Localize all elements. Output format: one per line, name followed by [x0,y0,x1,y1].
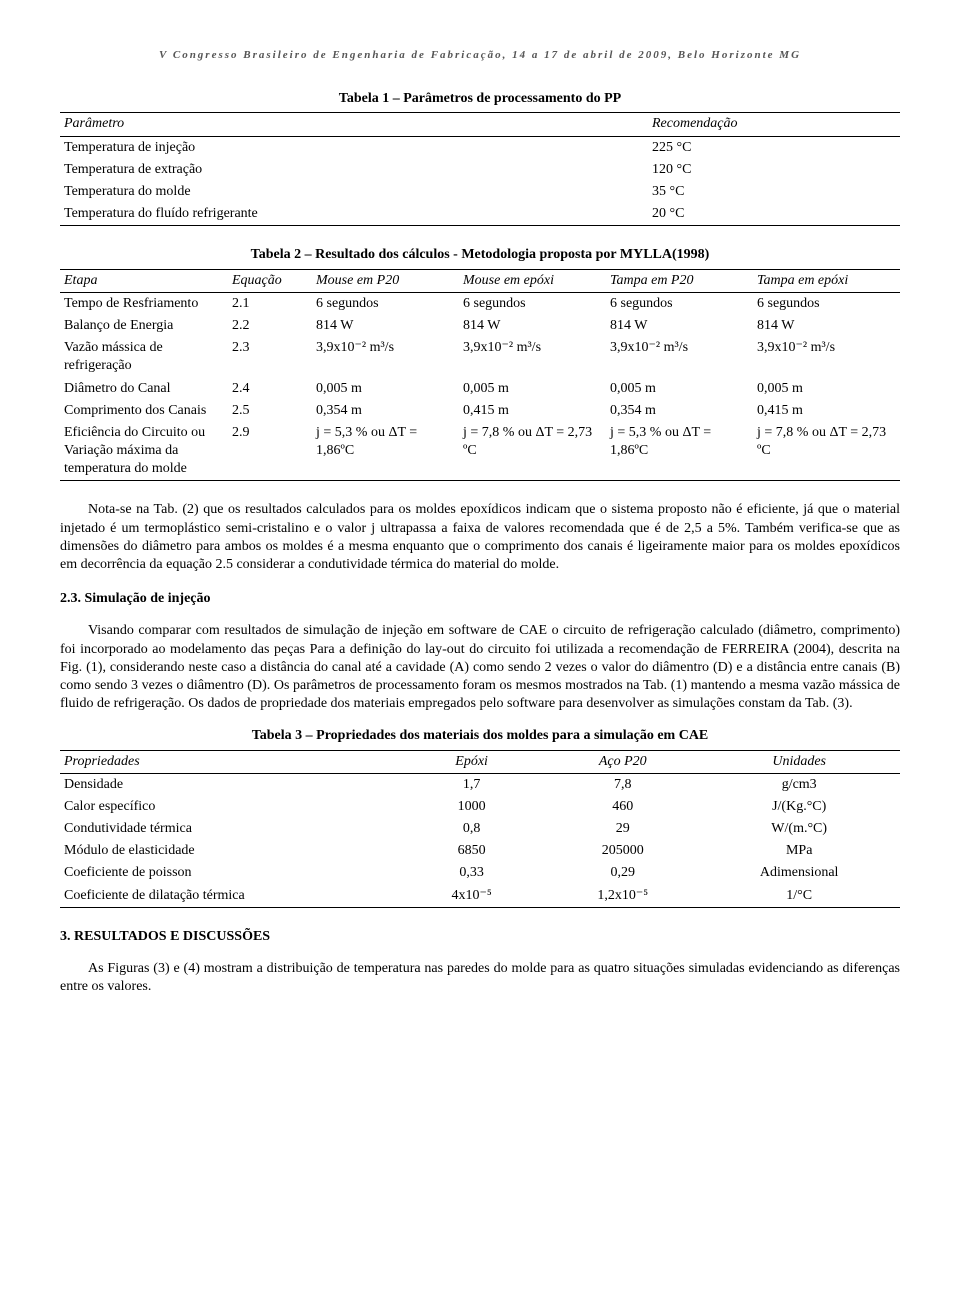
t2-r3-tp: 0,005 m [606,378,753,400]
t2-r4-me: 0,415 m [459,400,606,422]
t2-r1-me: 814 W [459,315,606,337]
t2h-mp20: Mouse em P20 [312,269,459,292]
t3-r2-p: Condutividade térmica [60,818,396,840]
table3: Propriedades Epóxi Aço P20 Unidades Dens… [60,750,900,908]
t2-r1-te: 814 W [753,315,900,337]
t2-r3-mp: 0,005 m [312,378,459,400]
t3-r5-u: 1/°C [698,885,900,908]
t1-r3-v: 20 °C [648,203,900,226]
t2h-mep: Mouse em epóxi [459,269,606,292]
t3-r4-e: 0,33 [396,862,547,884]
t2-r0-et: Tempo de Resfriamento [60,292,228,315]
t3-r1-u: J/(Kg.°C) [698,796,900,818]
t3-r2-u: W/(m.°C) [698,818,900,840]
t3-r4-u: Adimensional [698,862,900,884]
t2-r1-et: Balanço de Energia [60,315,228,337]
t3h-aco: Aço P20 [547,750,698,773]
t3-r4-p: Coeficiente de poisson [60,862,396,884]
t3-r3-p: Módulo de elasticidade [60,840,396,862]
t2h-tep: Tampa em epóxi [753,269,900,292]
t2-r5-te: j = 7,8 % ou ΔT = 2,73 ºC [753,422,900,481]
t2-r4-et: Comprimento dos Canais [60,400,228,422]
t2-r4-eq: 2.5 [228,400,312,422]
table1-head-param: Parâmetro [60,113,648,136]
t2-r3-te: 0,005 m [753,378,900,400]
t3-r0-u: g/cm3 [698,773,900,796]
section-3-title: 3. RESULTADOS E DISCUSSÕES [60,928,900,946]
t2-r1-tp: 814 W [606,315,753,337]
table1-title: Tabela 1 – Parâmetros de processamento d… [60,90,900,108]
t2h-tp20: Tampa em P20 [606,269,753,292]
t3-r3-e: 6850 [396,840,547,862]
t1-r3-p: Temperatura do fluído refrigerante [60,203,648,226]
para-nota: Nota-se na Tab. (2) que os resultados ca… [60,501,900,574]
t2-r2-me: 3,9x10⁻² m³/s [459,337,606,377]
t3-r2-a: 29 [547,818,698,840]
t2-r2-eq: 2.3 [228,337,312,377]
t3-r5-e: 4x10⁻⁵ [396,885,547,908]
t3-r5-p: Coeficiente de dilatação térmica [60,885,396,908]
t2-r2-mp: 3,9x10⁻² m³/s [312,337,459,377]
t3-r1-a: 460 [547,796,698,818]
t1-r1-v: 120 °C [648,159,900,181]
t3-r1-e: 1000 [396,796,547,818]
para-23: Visando comparar com resultados de simul… [60,622,900,713]
t3-r0-a: 7,8 [547,773,698,796]
t2-r3-me: 0,005 m [459,378,606,400]
t3h-epoxi: Epóxi [396,750,547,773]
t2-r5-tp: j = 5,3 % ou ΔT = 1,86ºC [606,422,753,481]
t1-r2-v: 35 °C [648,181,900,203]
t3-r2-e: 0,8 [396,818,547,840]
t2-r1-eq: 2.2 [228,315,312,337]
table2-title: Tabela 2 – Resultado dos cálculos - Meto… [60,246,900,264]
t2-r5-eq: 2.9 [228,422,312,481]
t1-r2-p: Temperatura do molde [60,181,648,203]
t2-r2-et: Vazão mássica de refrigeração [60,337,228,377]
t2-r5-mp: j = 5,3 % ou ΔT = 1,86ºC [312,422,459,481]
t2-r0-te: 6 segundos [753,292,900,315]
t2-r5-et: Eficiência do Circuito ou Variação máxim… [60,422,228,481]
t2h-etapa: Etapa [60,269,228,292]
t2-r0-me: 6 segundos [459,292,606,315]
t2-r0-eq: 2.1 [228,292,312,315]
t3-r5-a: 1,2x10⁻⁵ [547,885,698,908]
table2: Etapa Equação Mouse em P20 Mouse em epóx… [60,269,900,482]
t2h-eq: Equação [228,269,312,292]
page-header: V Congresso Brasileiro de Engenharia de … [60,48,900,62]
t2-r0-mp: 6 segundos [312,292,459,315]
t2-r5-me: j = 7,8 % ou ΔT = 2,73 ºC [459,422,606,481]
t2-r0-tp: 6 segundos [606,292,753,315]
table1: Parâmetro Recomendação Temperatura de in… [60,112,900,226]
table1-head-rec: Recomendação [648,113,900,136]
t3-r0-e: 1,7 [396,773,547,796]
t1-r0-p: Temperatura de injeção [60,136,648,159]
t2-r4-tp: 0,354 m [606,400,753,422]
t1-r1-p: Temperatura de extração [60,159,648,181]
t2-r1-mp: 814 W [312,315,459,337]
t2-r2-te: 3,9x10⁻² m³/s [753,337,900,377]
t2-r4-mp: 0,354 m [312,400,459,422]
section-23-title: 2.3. Simulação de injeção [60,590,900,608]
t2-r3-eq: 2.4 [228,378,312,400]
para-3: As Figuras (3) e (4) mostram a distribui… [60,960,900,996]
t3-r4-a: 0,29 [547,862,698,884]
t3h-un: Unidades [698,750,900,773]
table3-title: Tabela 3 – Propriedades dos materiais do… [60,727,900,745]
t3h-prop: Propriedades [60,750,396,773]
t2-r4-te: 0,415 m [753,400,900,422]
t3-r3-a: 205000 [547,840,698,862]
t1-r0-v: 225 °C [648,136,900,159]
t2-r3-et: Diâmetro do Canal [60,378,228,400]
t3-r0-p: Densidade [60,773,396,796]
t3-r1-p: Calor específico [60,796,396,818]
t3-r3-u: MPa [698,840,900,862]
t2-r2-tp: 3,9x10⁻² m³/s [606,337,753,377]
